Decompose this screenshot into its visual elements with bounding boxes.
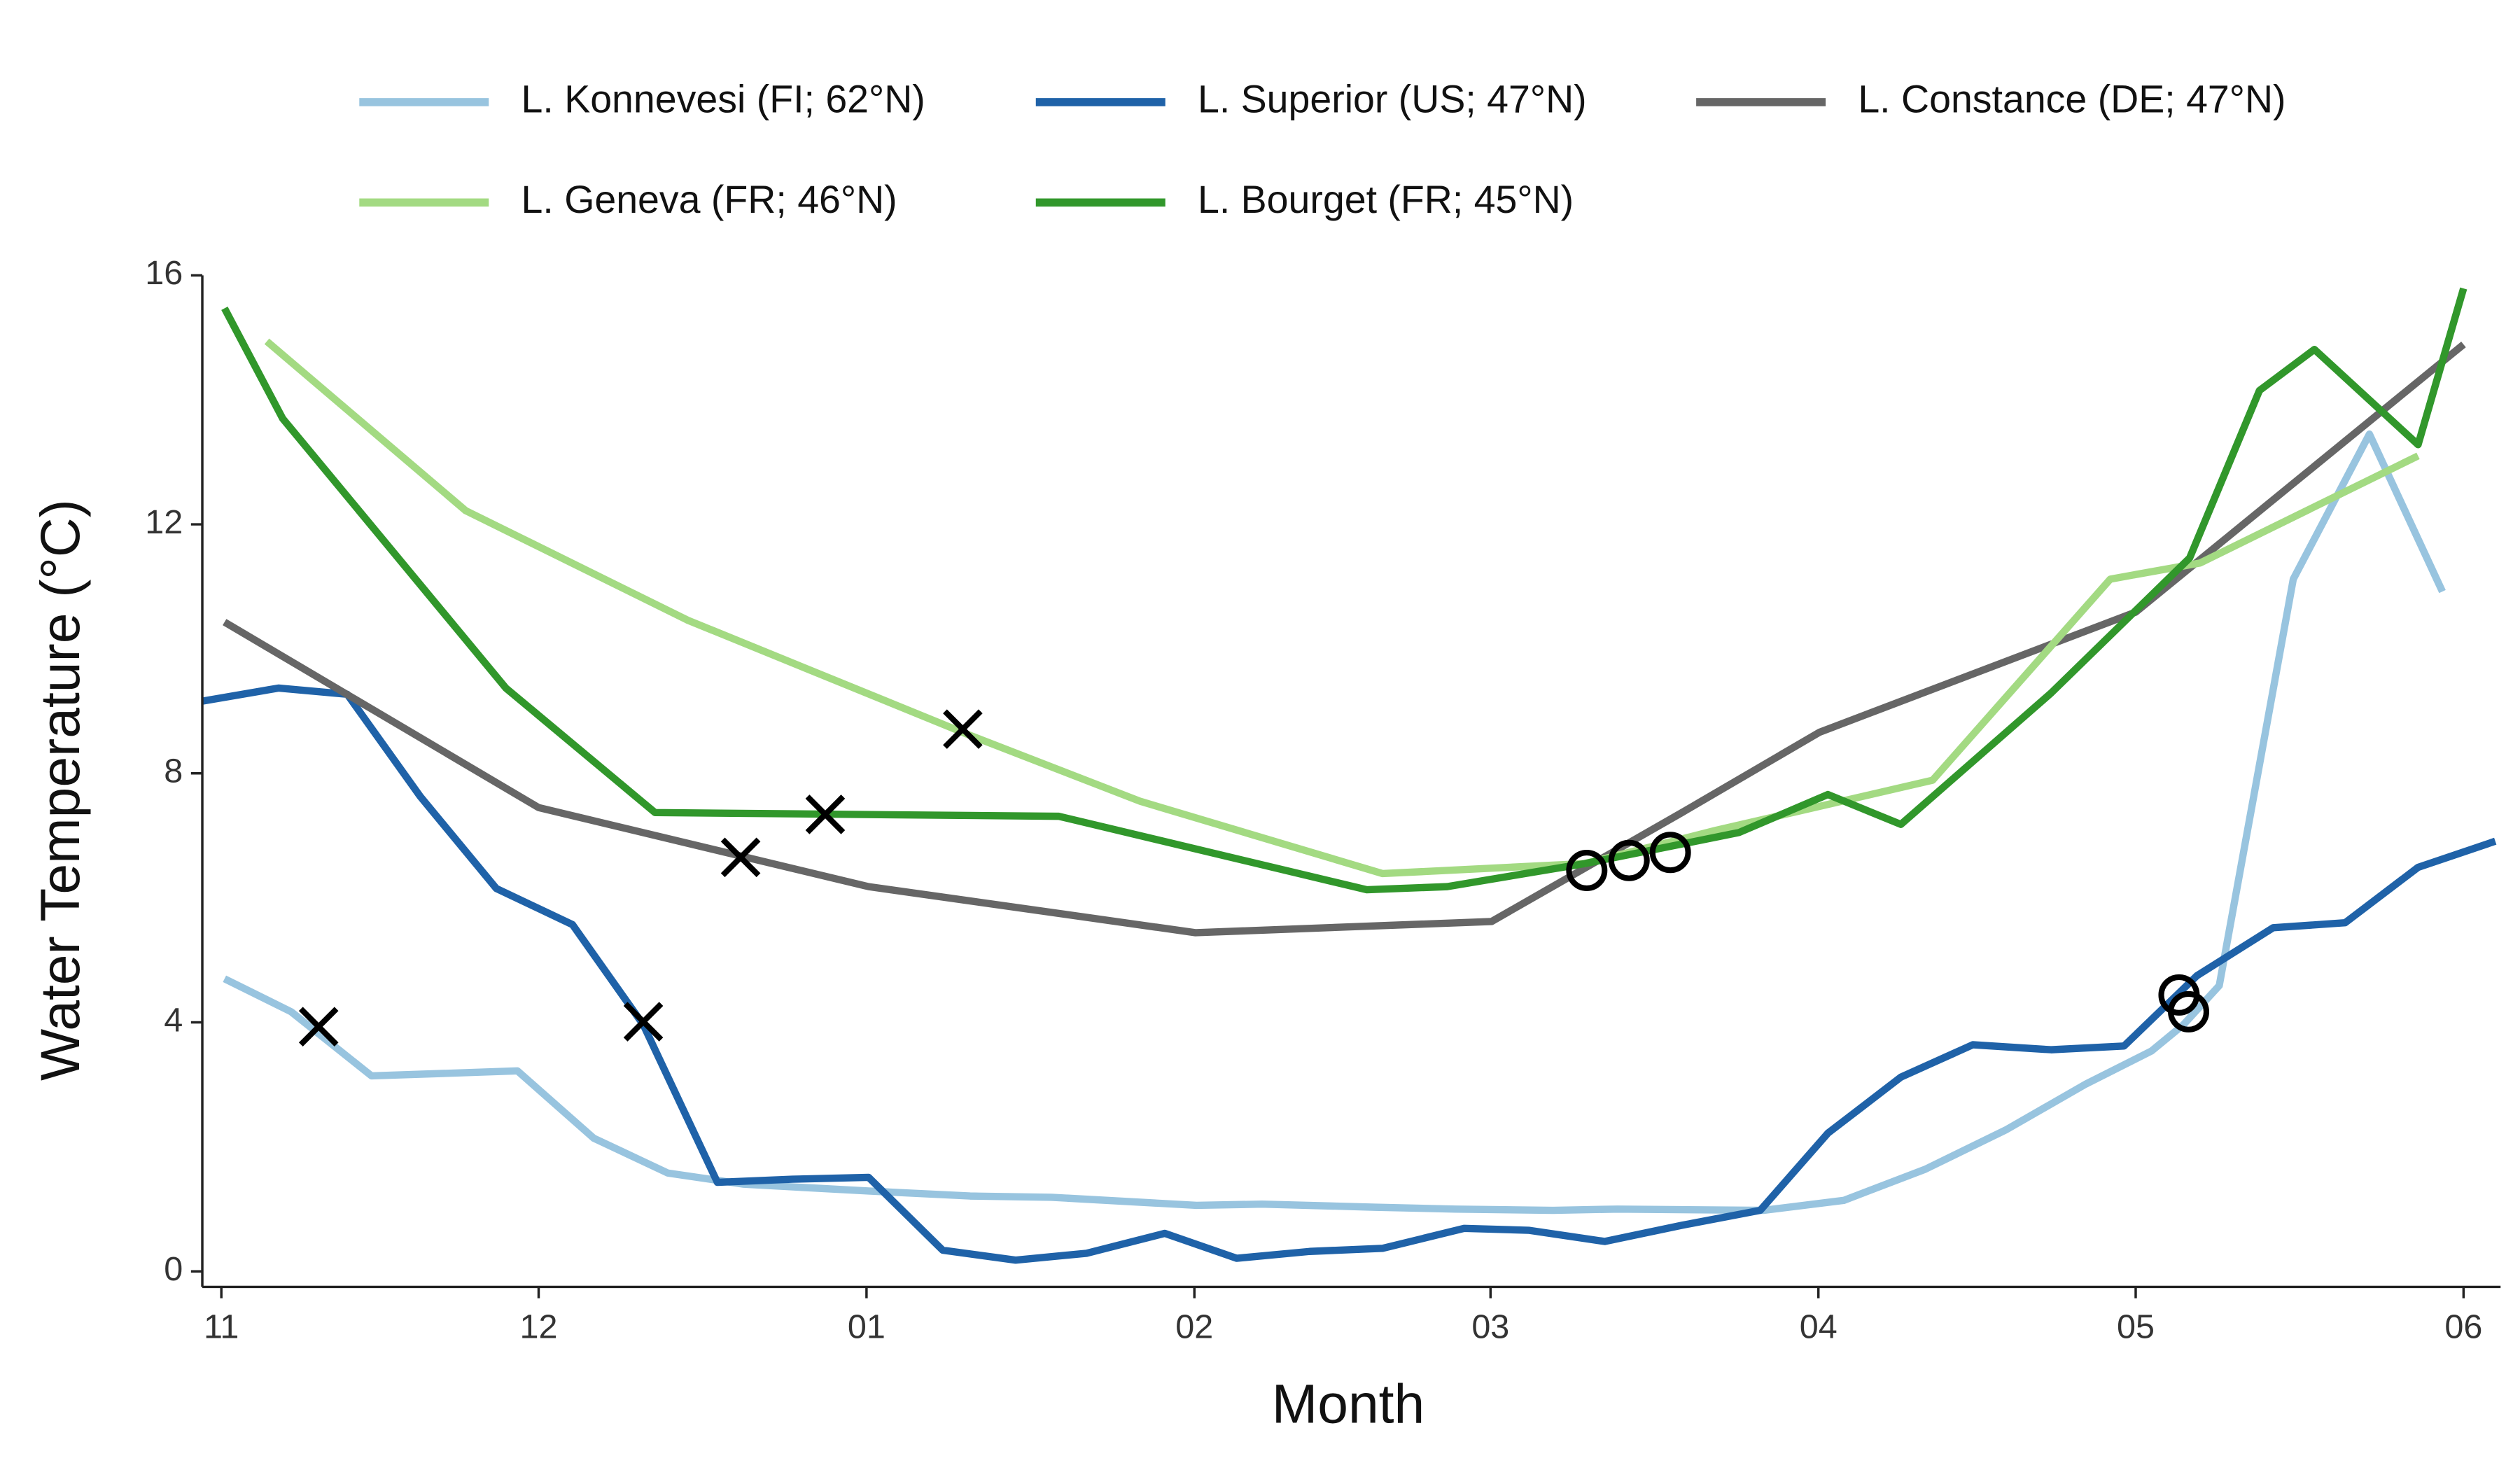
x-tick-label: 05 <box>2117 1308 2155 1345</box>
series-line <box>221 287 2468 894</box>
legend-label: L. Konnevesi (FI; 62°N) <box>522 78 925 121</box>
x-tick-label: 12 <box>519 1308 557 1345</box>
x-marker <box>298 1007 339 1047</box>
series-line <box>264 338 2420 878</box>
x-tick-label: 06 <box>2444 1308 2482 1345</box>
legend-label: L. Constance (DE; 47°N) <box>1858 78 2286 121</box>
x-tick-label: 04 <box>1800 1308 1837 1345</box>
y-tick-label: 0 <box>164 1250 183 1288</box>
plot-area <box>202 287 2497 1264</box>
x-tick-label: 03 <box>1471 1308 1509 1345</box>
y-tick-label: 4 <box>164 1001 183 1039</box>
series-line <box>223 342 2466 937</box>
series-line <box>202 684 2497 1264</box>
y-tick-label: 12 <box>145 503 183 541</box>
x-tick-label: 11 <box>204 1308 239 1345</box>
series-line <box>223 430 2446 1214</box>
x-axis-label: Month <box>1272 1373 1424 1435</box>
x-marker <box>720 837 761 878</box>
x-marker <box>805 794 846 834</box>
legend-label: L. Geneva (FR; 46°N) <box>522 178 897 221</box>
legend-label: L. Superior (US; 47°N) <box>1198 78 1587 121</box>
y-axis-label: Water Temperature (°C) <box>29 499 91 1081</box>
y-tick-label: 16 <box>145 254 183 292</box>
circle-marker <box>1649 832 1691 874</box>
circle-marker <box>2168 990 2210 1032</box>
x-tick-label: 02 <box>1175 1308 1213 1345</box>
y-tick-label: 8 <box>164 752 183 790</box>
circle-marker <box>1608 839 1650 881</box>
x-marker <box>943 709 983 749</box>
x-marker <box>623 1002 664 1042</box>
x-tick-label: 01 <box>848 1308 886 1345</box>
circle-marker <box>1566 850 1608 891</box>
legend-label: L. Bourget (FR; 45°N) <box>1198 178 1574 221</box>
